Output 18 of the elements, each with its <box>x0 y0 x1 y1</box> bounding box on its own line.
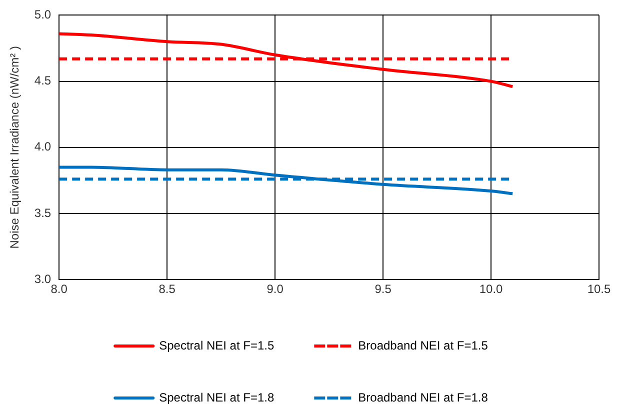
y-tick-label: 5.0 <box>34 8 52 22</box>
y-tick-label: 3.0 <box>34 272 52 286</box>
y-tick-label: 4.0 <box>34 140 52 154</box>
y-axis-title: Noise Equivalent Irradiance (nW/cm² ) <box>8 46 22 249</box>
line-series <box>59 166 514 196</box>
y-tick-label: 4.5 <box>34 74 52 88</box>
legend-label: Spectral NEI at F=1.5 <box>159 338 274 352</box>
legend-label: Spectral NEI at F=1.8 <box>159 390 274 404</box>
line-series <box>59 32 514 88</box>
legend-label: Broadband NEI at F=1.5 <box>358 338 488 352</box>
y-tick-label: 3.5 <box>34 206 52 220</box>
x-tick-label: 9.5 <box>374 282 392 296</box>
x-tick-label: 8.0 <box>50 282 68 296</box>
x-tick-label: 9.0 <box>266 282 284 296</box>
x-tick-label: 10.5 <box>587 282 611 296</box>
legend-label: Broadband NEI at F=1.8 <box>358 390 488 404</box>
x-tick-label: 10.0 <box>479 282 504 296</box>
x-tick-label: 8.5 <box>158 282 176 296</box>
